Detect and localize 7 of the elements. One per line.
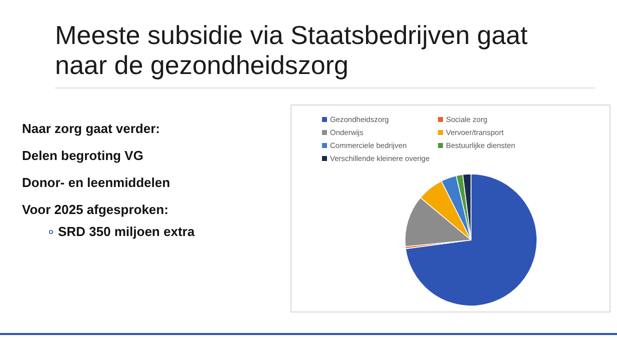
text: Voor 2025 afgesproken: bbox=[22, 202, 168, 217]
text: Delen begroting VG bbox=[22, 148, 144, 163]
pie-slice bbox=[405, 174, 538, 306]
chart-title: Meeste subsidie via Staatsbedrijven gaat naar de gezondheidszorg bbox=[55, 20, 528, 80]
text: Naar zorg gaat verder: bbox=[22, 121, 160, 136]
text: SRD 350 miljoen extra bbox=[58, 224, 196, 239]
text: Donor- en leenmiddelen bbox=[22, 175, 170, 190]
